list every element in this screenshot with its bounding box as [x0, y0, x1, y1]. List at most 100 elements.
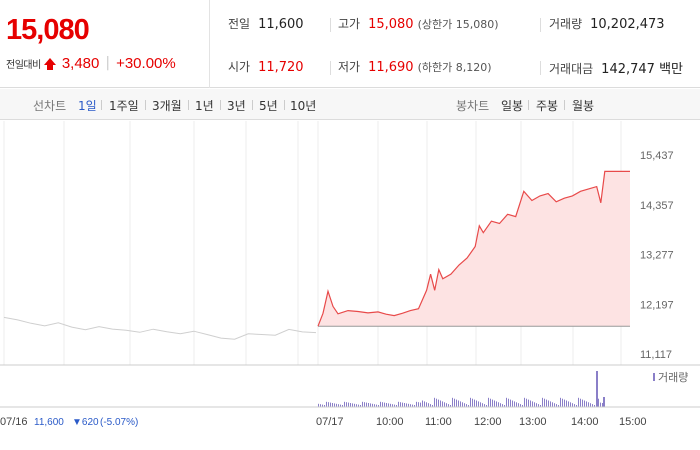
volume-bar [472, 398, 473, 407]
stat-divider [330, 61, 331, 75]
tab-divider [220, 100, 221, 110]
volume-bar [570, 402, 571, 407]
volume-bar [362, 401, 363, 407]
volume-bar [356, 404, 357, 407]
volume-bar [492, 399, 493, 407]
price-chart[interactable]: 15,437 14,357 13,277 12,197 11,117 거래량 07/16… [0, 121, 700, 450]
tab-monthly-candle[interactable]: 월봉 [572, 99, 595, 113]
change-label: 전일대비 [6, 59, 41, 71]
volume-bar [424, 401, 425, 407]
volume-bar [582, 399, 583, 407]
volume-bar [376, 404, 377, 407]
tab-1day[interactable]: 1일 [78, 99, 97, 113]
volume-bar [584, 400, 585, 407]
tab-divider [528, 100, 529, 110]
low-label: 저가 [338, 60, 361, 74]
high-stat: 고가 15,080 (상한가 15,080) [338, 15, 499, 35]
volume-bar [498, 402, 499, 407]
volume-bar [564, 399, 565, 407]
tab-weekly-candle[interactable]: 주봉 [536, 99, 559, 113]
volume-bar [464, 403, 465, 407]
volume-bar [412, 404, 413, 407]
volume-bar [560, 397, 561, 407]
stat-divider [540, 18, 541, 32]
volume-bar [406, 403, 407, 407]
tab-5years[interactable]: 5년 [259, 99, 278, 113]
volume-bar [416, 401, 417, 407]
volume-bar [454, 398, 455, 407]
volume-bar [430, 404, 431, 407]
price-line [317, 170, 630, 327]
x-axis-labels: 07/16 07/17 10:00 11:00 12:00 13:00 14:00 15:00 [0, 416, 647, 428]
volume-bar [602, 403, 603, 407]
volume-bar [578, 397, 579, 407]
amount-value: 142,747 백만 [601, 62, 683, 77]
tab-divider [188, 100, 189, 110]
volume-bar [446, 403, 447, 407]
candle-chart-title: 봉차트 [456, 99, 490, 113]
prev-day-info: 11,600 ▼620 (-5.07%) [34, 417, 138, 428]
open-value: 11,720 [258, 60, 304, 75]
volume-bar [532, 401, 533, 407]
volume-bar [452, 397, 453, 407]
upper-limit: (상한가 15,080) [417, 18, 499, 31]
volume-bar [568, 401, 569, 407]
tab-divider [564, 100, 565, 110]
volume-bar [400, 402, 401, 407]
volume-bar [496, 401, 497, 407]
volume-value: 10,202,473 [590, 17, 665, 32]
volume-bar [456, 399, 457, 407]
volume-bar [330, 402, 331, 407]
tab-divider [252, 100, 253, 110]
volume-bar [358, 404, 359, 407]
tab-3months[interactable]: 3개월 [152, 99, 182, 113]
volume-bar [506, 397, 507, 407]
x-tick-label: 07/17 [316, 416, 344, 428]
volume-bar [350, 403, 351, 407]
volume-bar [566, 400, 567, 407]
volume-bar [352, 403, 353, 407]
low-stat: 저가 11,690 (하한가 8,120) [338, 58, 492, 78]
volume-bar [378, 405, 379, 407]
volume-bar [524, 397, 525, 407]
tab-3years[interactable]: 3년 [227, 99, 246, 113]
volume-bar [546, 399, 547, 407]
volume-bar [490, 398, 491, 407]
volume-bar [522, 405, 523, 407]
tab-1year[interactable]: 1년 [195, 99, 214, 113]
volume-bar [488, 397, 489, 407]
tab-daily-candle[interactable]: 일봉 [501, 99, 524, 113]
volume-bar [422, 400, 423, 407]
volume-bar [600, 402, 601, 407]
volume-bar [426, 402, 427, 407]
volume-bar [410, 404, 411, 407]
volume-bar [536, 403, 537, 407]
volume-bar [332, 403, 333, 407]
volume-bar [458, 400, 459, 407]
volume-bar [474, 399, 475, 407]
amount-label: 거래대금 [549, 62, 594, 76]
tab-10years[interactable]: 10년 [290, 99, 317, 113]
price-summary: 15,080 전일대비 3,480 | +30.00% 전일 11,600 고가… [0, 0, 700, 88]
prev-day-change-pct: (-5.07%) [100, 417, 138, 428]
price-chart-svg: 15,437 14,357 13,277 12,197 11,117 거래량 07/16… [0, 121, 700, 428]
low-value: 11,690 [368, 60, 414, 75]
volume-bar [402, 402, 403, 407]
volume-label: 거래량 [549, 17, 583, 31]
volume-bar [603, 397, 605, 407]
tab-divider [284, 100, 285, 110]
volume-bar [342, 405, 343, 407]
prev-close-label: 전일 [228, 17, 251, 31]
change-row: 전일대비 3,480 | +30.00% [6, 52, 176, 74]
volume-bar [336, 403, 337, 407]
volume-legend: 거래량 [653, 371, 688, 384]
volume-legend-label: 거래량 [658, 371, 688, 384]
volume-bar [368, 403, 369, 407]
volume-bar [428, 403, 429, 407]
volume-bar [386, 403, 387, 407]
current-price-box: 15,080 전일대비 3,480 | +30.00% [0, 0, 210, 88]
volume-bar [334, 403, 335, 407]
volume-bar [404, 403, 405, 407]
tab-1week[interactable]: 1주일 [109, 99, 139, 113]
